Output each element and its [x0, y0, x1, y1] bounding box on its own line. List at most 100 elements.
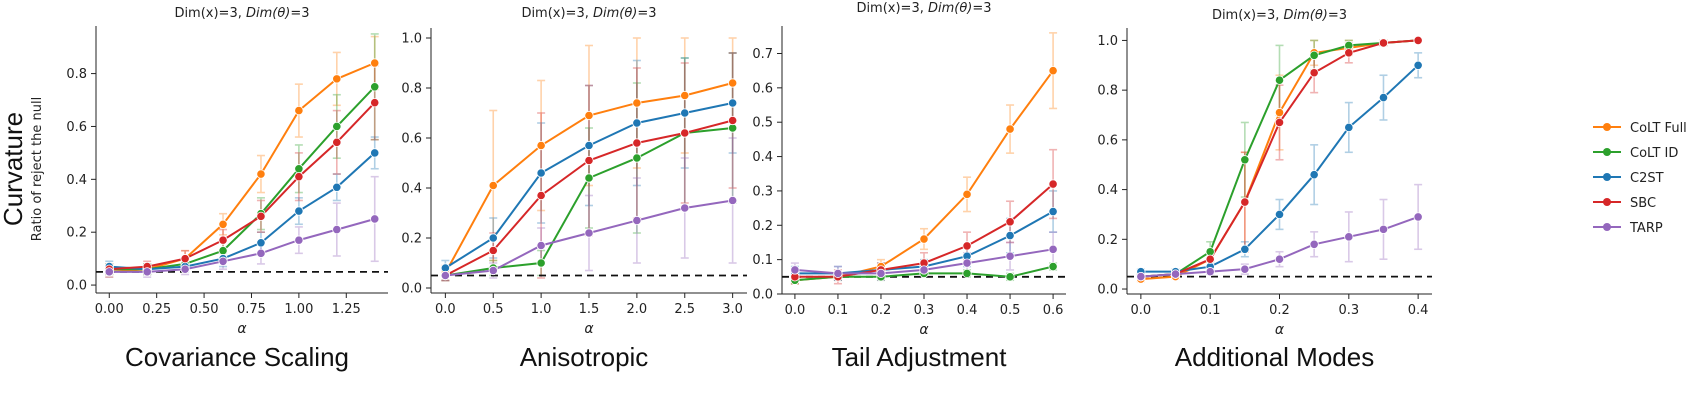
- x-tick-label: 0.5: [1000, 303, 1021, 318]
- data-point: [962, 189, 972, 199]
- data-point: [1413, 35, 1423, 46]
- data-point: [962, 241, 972, 251]
- y-tick-label: 0.5: [752, 116, 773, 131]
- data-point: [1240, 155, 1250, 165]
- panel-title-prefix: Dim(x)=3,: [856, 1, 928, 16]
- data-point: [728, 78, 738, 88]
- panel-title-suffix: =3: [637, 6, 656, 21]
- data-point: [1274, 209, 1285, 220]
- data-point: [536, 140, 546, 151]
- y-tick-label: 0.0: [752, 288, 773, 303]
- data-point: [488, 245, 498, 256]
- data-point: [256, 248, 266, 258]
- data-point: [370, 82, 380, 92]
- data-point: [1309, 239, 1319, 249]
- y-tick-label: 0.4: [752, 150, 773, 165]
- panel-title-suffix: =3: [290, 6, 309, 21]
- data-point: [332, 137, 342, 147]
- x-axis-label: α: [919, 322, 929, 338]
- data-point: [440, 270, 450, 281]
- legend-label: TARP: [1629, 221, 1663, 236]
- data-point: [919, 234, 929, 244]
- data-point: [728, 115, 738, 126]
- data-point: [256, 169, 266, 179]
- data-point: [584, 228, 594, 238]
- data-point: [488, 180, 498, 191]
- data-point: [1048, 261, 1058, 272]
- y-tick-label: 1.0: [401, 32, 422, 47]
- legend-item: SBC: [1593, 196, 1656, 211]
- data-point: [1048, 244, 1058, 254]
- x-axis-label: α: [584, 321, 594, 337]
- y-tick-label: 0.0: [401, 282, 422, 297]
- chart-panel: Dim(x)=3, Dim(θ)=3 0.0 0.1 0.2 0.3 0.4 0.0 0.2 0…: [1097, 8, 1432, 372]
- y-tick-label: 0.7: [752, 47, 773, 62]
- y-tick-label: 0.3: [752, 184, 773, 199]
- data-point: [1048, 66, 1058, 76]
- data-point: [1344, 48, 1354, 58]
- data-point: [180, 264, 190, 274]
- chart-panel: Dim(x)=3, Dim(θ)=3 0.0 0.5 1.0 1.5 2.0 2.5 3.0 0…: [401, 6, 747, 372]
- y-tick-label: 0.2: [401, 232, 422, 247]
- panel-title-italic: Dim(θ): [928, 1, 972, 16]
- data-point: [1309, 170, 1319, 180]
- x-tick-label: 0.1: [828, 303, 849, 318]
- y-tick-label: 0.8: [66, 67, 87, 82]
- y-tick-label: 0.1: [752, 253, 773, 268]
- data-point: [256, 238, 266, 248]
- chart-panel: Dim(x)=3, Dim(θ)=3 0.0 0.1 0.2 0.3 0.4 0.5 0.6 0…: [752, 1, 1066, 372]
- series-line: [109, 218, 375, 273]
- series-line: [109, 102, 376, 271]
- data-point: [332, 224, 342, 235]
- data-point: [370, 98, 380, 108]
- data-point: [218, 246, 228, 256]
- data-point: [833, 268, 843, 278]
- y-tick-label: 0.0: [1097, 283, 1118, 298]
- data-point: [1170, 269, 1181, 279]
- data-point: [632, 118, 642, 128]
- x-tick-label: 0.50: [190, 302, 219, 317]
- data-point: [218, 219, 228, 229]
- x-tick-label: 0.6: [1043, 303, 1064, 318]
- row-label: Curvature: [0, 112, 28, 226]
- panel-title-suffix: =3: [972, 1, 991, 16]
- error-bars: [105, 35, 379, 278]
- data-point: [1309, 68, 1319, 78]
- y-tick-label: 0.2: [66, 226, 87, 241]
- data-point: [1005, 124, 1015, 134]
- data-point: [1274, 107, 1285, 118]
- legend-marker: [1603, 148, 1611, 156]
- x-tick-label: 1.00: [284, 302, 313, 317]
- x-tick-label: 0.3: [1338, 303, 1359, 318]
- panel-title-italic: Dim(θ): [1284, 8, 1328, 23]
- series-line: [109, 152, 376, 271]
- y-tick-label: 0.2: [1097, 233, 1118, 248]
- panel-title: Dim(x)=3, Dim(θ)=3: [521, 6, 656, 21]
- y-tick-label: 0.8: [401, 82, 422, 97]
- panel-title-prefix: Dim(x)=3,: [174, 6, 246, 21]
- data-point: [1240, 264, 1250, 274]
- y-tick-label: 0.6: [1097, 133, 1118, 148]
- data-point: [1005, 230, 1015, 241]
- data-point: [142, 267, 152, 277]
- data-point: [104, 267, 114, 277]
- legend-marker: [1603, 198, 1611, 206]
- x-tick-label: 0.2: [1269, 303, 1290, 318]
- data-point: [1413, 212, 1423, 222]
- row-sublabel: Ratio of reject the null: [30, 97, 45, 241]
- data-point: [728, 98, 738, 108]
- y-tick-label: 0.4: [1097, 183, 1118, 198]
- data-point: [1413, 60, 1423, 70]
- data-point: [1309, 50, 1319, 60]
- data-point: [294, 164, 304, 174]
- data-point: [1240, 244, 1250, 254]
- data-point: [1005, 251, 1015, 261]
- data-point: [584, 110, 594, 121]
- error-bars: [105, 64, 379, 276]
- data-point: [919, 265, 929, 275]
- x-tick-label: 0.3: [914, 303, 935, 318]
- x-tick-label: 1.5: [579, 302, 600, 317]
- panel-caption: Covariance Scaling: [125, 342, 349, 372]
- x-tick-label: 0.5: [483, 302, 504, 317]
